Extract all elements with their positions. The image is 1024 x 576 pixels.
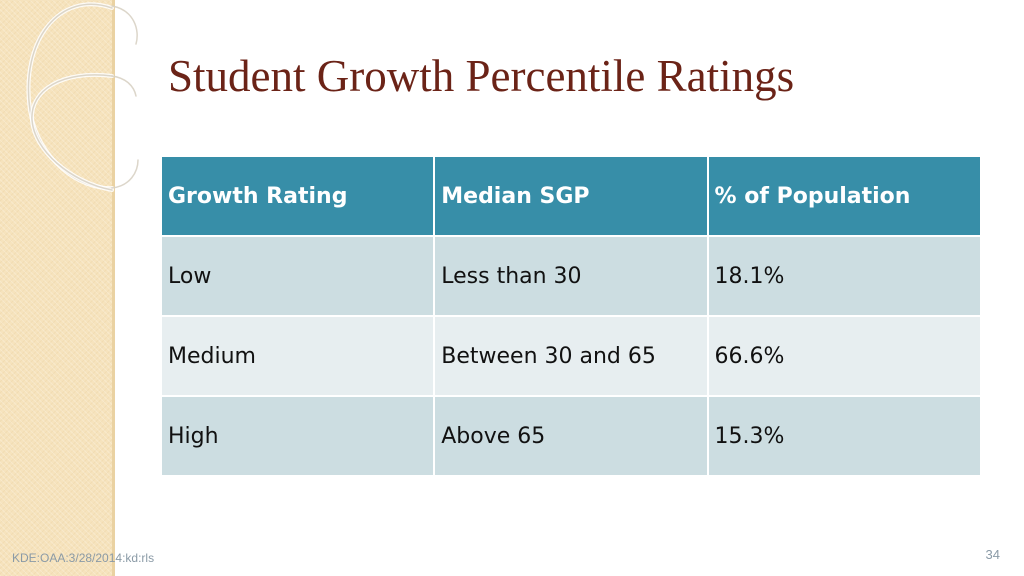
slide-number: 34 — [985, 547, 1000, 562]
footer-text: KDE:OAA:3/28/2014:kd:rls — [12, 551, 155, 565]
side-band-edge — [112, 0, 115, 576]
cell-percent-population: 18.1% — [706, 235, 983, 317]
cell-growth-rating: High — [159, 395, 436, 477]
header-percent-population: % of Population — [706, 155, 983, 237]
cell-median-sgp: Between 30 and 65 — [433, 315, 709, 397]
table-header-row: Growth Rating Median SGP % of Population — [159, 155, 983, 237]
decorative-side-band — [0, 0, 112, 576]
cell-median-sgp: Above 65 — [433, 395, 709, 477]
cell-growth-rating: Low — [159, 235, 436, 317]
cell-percent-population: 15.3% — [706, 395, 983, 477]
decorative-rings — [26, 2, 139, 192]
table-row: High Above 65 15.3% — [159, 395, 983, 477]
cell-percent-population: 66.6% — [706, 315, 983, 397]
cell-median-sgp: Less than 30 — [433, 235, 709, 317]
table-row: Medium Between 30 and 65 66.6% — [159, 315, 983, 397]
header-growth-rating: Growth Rating — [159, 155, 436, 237]
table-row: Low Less than 30 18.1% — [159, 235, 983, 317]
header-median-sgp: Median SGP — [433, 155, 709, 237]
cell-growth-rating: Medium — [159, 315, 436, 397]
growth-rating-table: Growth Rating Median SGP % of Population… — [159, 155, 983, 477]
slide-title: Student Growth Percentile Ratings — [168, 51, 795, 101]
